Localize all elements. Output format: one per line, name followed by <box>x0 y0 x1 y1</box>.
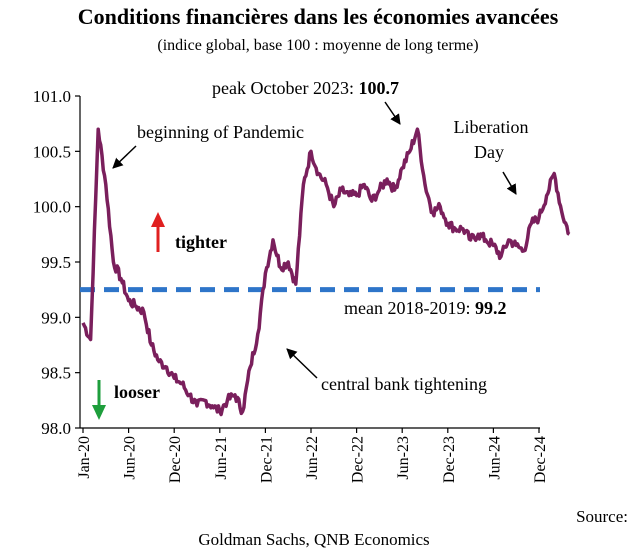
source-label: Source: <box>576 507 628 526</box>
annotation-mean-value: 99.2 <box>475 298 507 318</box>
y-tick-label: 101.0 <box>33 87 71 106</box>
x-tick-label: Jun-23 <box>395 436 412 480</box>
looser-arrow <box>92 380 106 420</box>
annotation-mean-prefix: mean 2018-2019: <box>344 298 475 318</box>
annotation-mean: mean 2018-2019: 99.2 <box>344 298 506 318</box>
series-line <box>81 127 571 417</box>
y-tick-label: 99.5 <box>41 253 71 272</box>
x-tick-label: Jun-22 <box>304 436 321 480</box>
x-tick-label: Dec-20 <box>167 436 184 483</box>
y-tick-label: 98.0 <box>41 419 71 438</box>
annotation-peak-prefix: peak October 2023: <box>212 78 358 98</box>
tighter-arrow <box>151 212 165 252</box>
x-tick-label: Dec-22 <box>350 436 367 483</box>
annotation-peak-value: 100.7 <box>358 78 399 98</box>
y-tick-label: 100.5 <box>33 142 71 161</box>
chart-title: Conditions financières dans les économie… <box>78 4 559 29</box>
x-tick-label: Jun-21 <box>213 436 230 480</box>
x-tick-label: Jun-24 <box>486 436 503 480</box>
annotation-pandemic: beginning of Pandemic <box>137 122 304 142</box>
x-tick-label: Dec-24 <box>532 436 549 483</box>
annotation-cb: central bank tightening <box>321 374 487 394</box>
y-tick-label: 99.0 <box>41 308 71 327</box>
annotation-tighter: tighter <box>175 232 227 252</box>
annotation-peak: peak October 2023: 100.7 <box>212 78 399 98</box>
annotation-liberation-1: Liberation <box>454 117 529 137</box>
x-tick-label: Jan-20 <box>76 436 93 479</box>
x-tick-label: Jun-20 <box>122 436 139 480</box>
arrow-peak <box>384 101 401 125</box>
source-names: Goldman Sachs, QNB Economics <box>198 530 429 549</box>
y-axis: 101.0 100.5 100.0 99.5 99.0 98.5 98.0 <box>33 87 81 438</box>
chart-subtitle: (indice global, base 100 : moyenne de lo… <box>157 37 478 54</box>
arrow-pandemic <box>112 145 137 169</box>
arrow-liberation <box>502 171 517 195</box>
x-axis: Jan-20 Jun-20 Dec-20 Jun-21 Dec-21 Jun-22 Dec-… <box>76 427 549 483</box>
annotation-liberation-2: Day <box>474 142 504 162</box>
x-tick-label: Dec-21 <box>258 436 275 483</box>
x-tick-label: Dec-23 <box>441 436 458 483</box>
y-tick-label: 100.0 <box>33 198 71 217</box>
arrow-cb <box>286 348 318 379</box>
annotation-looser: looser <box>114 382 160 402</box>
y-tick-label: 98.5 <box>41 364 71 383</box>
